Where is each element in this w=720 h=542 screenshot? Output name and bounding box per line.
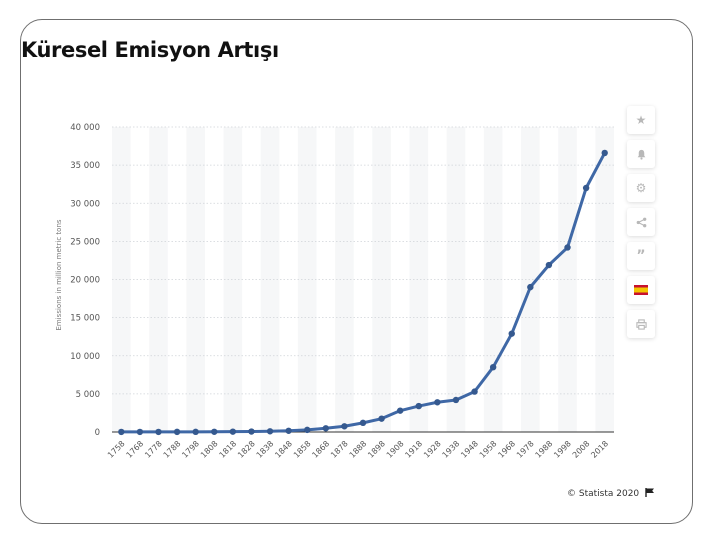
flag-icon: [634, 285, 648, 295]
data-point[interactable]: [489, 363, 497, 371]
y-tick-label: 35 000: [70, 161, 100, 171]
x-tick-label: 1928: [422, 439, 443, 460]
x-axis-ticks: 1758176817781788179818081818182818381848…: [106, 439, 610, 460]
data-point[interactable]: [378, 415, 385, 422]
y-tick-label: 10 000: [70, 352, 100, 362]
star-button[interactable]: ★: [627, 106, 655, 134]
data-point[interactable]: [341, 423, 348, 430]
x-tick-label: 1988: [534, 439, 555, 460]
x-tick-label: 1978: [515, 439, 536, 460]
x-tick-label: 1828: [236, 439, 257, 460]
x-tick-label: 1758: [106, 439, 127, 460]
data-point[interactable]: [545, 261, 553, 269]
data-point[interactable]: [564, 244, 571, 251]
column-band: [595, 127, 614, 432]
x-tick-label: 1898: [366, 439, 387, 460]
x-tick-label: 1848: [273, 439, 294, 460]
data-point[interactable]: [434, 399, 441, 406]
data-point[interactable]: [155, 428, 162, 436]
x-tick-label: 2008: [571, 439, 592, 460]
settings-button[interactable]: ⚙: [627, 174, 655, 202]
x-tick-label: 1768: [125, 439, 146, 460]
y-tick-label: 15 000: [70, 314, 100, 324]
data-point[interactable]: [527, 283, 534, 291]
data-point[interactable]: [508, 330, 515, 337]
flag-small-icon: [645, 488, 655, 497]
data-point[interactable]: [248, 428, 255, 435]
x-tick-label: 1868: [310, 439, 331, 460]
quote-icon: ”: [636, 248, 646, 264]
chart-toolbar: ★ ⚙ ”: [627, 106, 655, 344]
citation-button[interactable]: ”: [627, 242, 655, 270]
data-point[interactable]: [118, 428, 125, 436]
notification-button[interactable]: [627, 140, 655, 168]
x-tick-label: 1878: [329, 439, 350, 460]
x-tick-label: 1798: [180, 439, 201, 460]
x-tick-label: 1788: [162, 439, 183, 460]
data-point[interactable]: [285, 427, 292, 434]
y-tick-label: 5 000: [76, 390, 100, 400]
x-tick-label: 2018: [589, 439, 610, 460]
column-band: [409, 127, 429, 432]
statista-credit[interactable]: © Statista 2020: [567, 488, 655, 499]
data-point[interactable]: [396, 407, 404, 414]
chart-title: Küresel Emisyon Artışı: [21, 38, 279, 62]
x-tick-label: 1778: [143, 439, 164, 460]
chart-card: [20, 19, 693, 524]
data-point[interactable]: [304, 426, 311, 434]
column-band: [297, 127, 317, 432]
gear-icon: ⚙: [635, 181, 647, 195]
x-tick-label: 1858: [292, 439, 313, 460]
data-point[interactable]: [192, 428, 199, 436]
data-point[interactable]: [359, 419, 367, 427]
x-tick-label: 1948: [459, 439, 480, 460]
print-button[interactable]: [627, 310, 655, 338]
share-icon: [636, 217, 646, 227]
x-tick-label: 1908: [385, 439, 406, 460]
y-tick-label: 30 000: [70, 199, 100, 209]
column-band: [112, 127, 131, 432]
x-tick-label: 1968: [496, 439, 517, 460]
print-icon: [635, 318, 647, 330]
star-icon: ★: [635, 113, 647, 127]
x-tick-label: 1808: [199, 439, 220, 460]
x-tick-label: 1998: [552, 439, 573, 460]
data-point[interactable]: [415, 402, 422, 410]
x-tick-label: 1888: [348, 439, 369, 460]
data-point[interactable]: [173, 428, 181, 436]
emissions-series: [118, 149, 608, 436]
y-axis-label: Emissions in million metric tons: [55, 219, 63, 330]
data-point[interactable]: [452, 396, 460, 404]
data-point[interactable]: [582, 184, 590, 192]
credit-text: © Statista 2020: [567, 489, 640, 499]
y-tick-label: 0: [95, 428, 100, 438]
x-tick-label: 1838: [255, 439, 276, 460]
y-axis-ticks: 0 5 000 10 000 15 000 20 000 25 000 30 000 35 0…: [70, 123, 100, 438]
data-point[interactable]: [229, 428, 237, 435]
x-tick-label: 1958: [478, 439, 499, 460]
data-point[interactable]: [322, 425, 330, 432]
x-tick-label: 1938: [441, 439, 462, 460]
data-point[interactable]: [136, 428, 144, 436]
bell-icon: [637, 149, 645, 160]
data-point[interactable]: [266, 428, 274, 435]
data-point[interactable]: [211, 428, 218, 435]
y-tick-label: 20 000: [70, 276, 100, 286]
x-tick-label: 1818: [218, 439, 239, 460]
language-button[interactable]: [627, 276, 655, 304]
y-tick-label: 25 000: [70, 237, 100, 247]
x-tick-label: 1918: [403, 439, 424, 460]
data-point[interactable]: [601, 149, 608, 157]
share-button[interactable]: [627, 208, 655, 236]
data-point[interactable]: [471, 388, 478, 395]
y-tick-label: 40 000: [70, 123, 100, 133]
